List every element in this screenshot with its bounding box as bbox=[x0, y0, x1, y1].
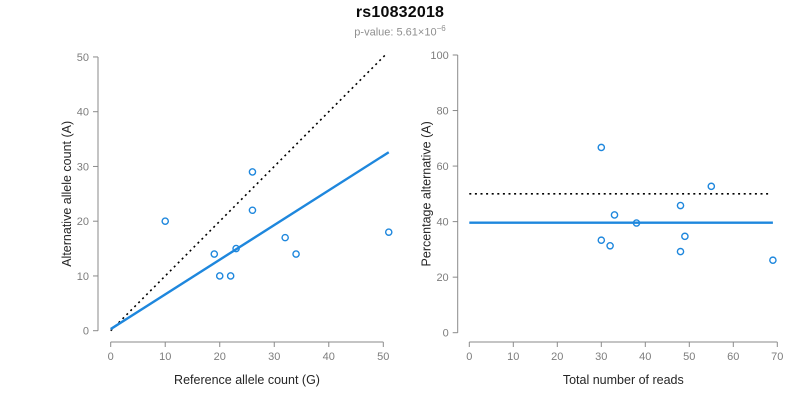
y-tick-label: 40 bbox=[77, 107, 89, 119]
data-point bbox=[769, 256, 777, 265]
y-tick-label: 10 bbox=[77, 271, 89, 283]
data-point bbox=[707, 182, 716, 191]
figure-title: rs10832018 bbox=[355, 4, 445, 21]
x-tick-label: 20 bbox=[551, 351, 563, 363]
x-tick-label: 70 bbox=[771, 351, 783, 363]
y-tick-label: 0 bbox=[443, 328, 449, 340]
data-point bbox=[292, 250, 300, 258]
y-axis-title: Alternative allele count (A) bbox=[60, 121, 74, 267]
y-tick-label: 20 bbox=[436, 272, 448, 284]
y-tick-label: 100 bbox=[430, 50, 448, 62]
x-tick-label: 60 bbox=[727, 351, 739, 363]
y-tick-label: 60 bbox=[436, 161, 448, 173]
x-tick-label: 0 bbox=[466, 351, 472, 363]
y-axis-title: Percentage alternative (A) bbox=[420, 121, 434, 266]
x-tick-label: 20 bbox=[214, 351, 226, 363]
y-tick-label: 80 bbox=[436, 106, 448, 118]
x-tick-label: 10 bbox=[159, 351, 171, 363]
percentage-vs-reads-scatter: 0 10 20 30 40 50 60 70 0 20 40 60 80 100 Total number … bbox=[420, 50, 784, 387]
data-point bbox=[606, 241, 614, 250]
figure-header: rs10832018 p-value: 5.61×10−6 bbox=[0, 4, 800, 39]
y-tick-label: 0 bbox=[83, 326, 89, 338]
figure-subtitle: p-value: 5.61×10−6 bbox=[0, 24, 800, 39]
data-point bbox=[248, 206, 257, 215]
x-tick-label: 50 bbox=[683, 351, 695, 363]
y-tick-label: 20 bbox=[77, 216, 89, 228]
x-tick-label: 30 bbox=[595, 351, 607, 363]
y-tick-label: 50 bbox=[77, 52, 89, 64]
data-point bbox=[281, 233, 289, 242]
data-point bbox=[597, 236, 606, 245]
data-point bbox=[676, 247, 685, 256]
data-point bbox=[676, 201, 685, 210]
identity-dotted-line bbox=[110, 53, 387, 332]
x-tick-label: 0 bbox=[108, 351, 114, 363]
data-point bbox=[161, 217, 170, 225]
x-tick-label: 40 bbox=[639, 351, 651, 363]
subtitle-pvalue-text: p-value: 5.61×10 bbox=[354, 26, 437, 39]
data-point bbox=[384, 228, 393, 236]
x-tick-label: 10 bbox=[507, 351, 519, 363]
y-tick-label: 40 bbox=[436, 217, 448, 229]
data-point bbox=[210, 250, 219, 258]
allele-counts-scatter: 0 10 20 30 40 50 0 10 20 30 40 50 Reference allele c… bbox=[60, 52, 393, 387]
data-point bbox=[232, 244, 240, 253]
data-point bbox=[597, 143, 606, 152]
subtitle-pvalue-exponent: −6 bbox=[436, 24, 446, 33]
data-point bbox=[226, 272, 235, 280]
data-point bbox=[248, 168, 257, 176]
data-point bbox=[610, 211, 619, 219]
data-point bbox=[215, 272, 224, 280]
x-tick-label: 30 bbox=[268, 351, 280, 363]
data-point bbox=[681, 232, 689, 241]
y-tick-label: 30 bbox=[77, 161, 89, 173]
x-tick-label: 50 bbox=[377, 351, 389, 363]
data-point bbox=[632, 219, 641, 227]
x-axis-title: Reference allele count (G) bbox=[174, 373, 320, 387]
regression-line bbox=[110, 151, 390, 331]
x-axis-title: Total number of reads bbox=[563, 373, 684, 387]
x-tick-label: 40 bbox=[323, 351, 335, 363]
